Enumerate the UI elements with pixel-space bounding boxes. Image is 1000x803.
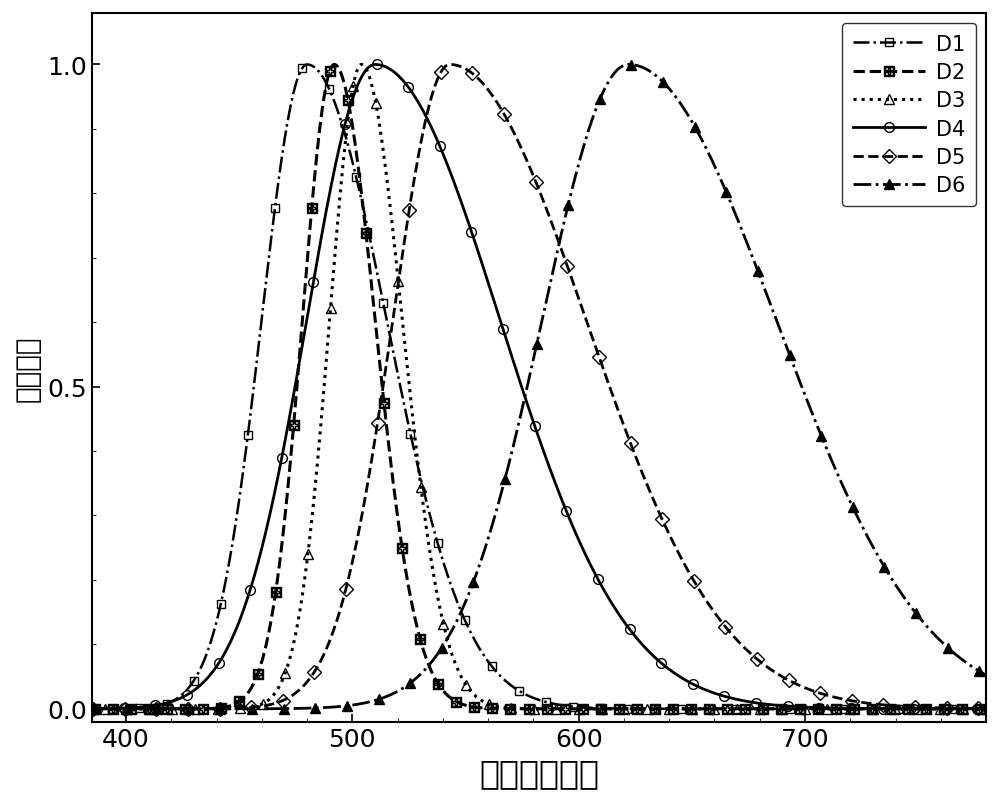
D2	[452, 698, 464, 707]
D3	[926, 704, 938, 714]
Line: D3: D3	[53, 60, 1000, 714]
D3	[504, 703, 516, 713]
Line: D5: D5	[53, 60, 1000, 714]
D6	[743, 244, 755, 254]
D3	[355, 60, 367, 70]
Line: D6: D6	[53, 60, 1000, 714]
D6	[926, 628, 938, 638]
D6	[52, 704, 64, 714]
X-axis label: 波长（纳米）: 波长（纳米）	[479, 756, 599, 789]
D3	[452, 665, 464, 675]
D3	[743, 704, 755, 714]
D5	[52, 704, 64, 714]
D3	[974, 704, 986, 714]
D2	[504, 704, 516, 714]
Line: D1: D1	[54, 61, 1000, 713]
D4	[369, 60, 381, 70]
Legend: D1, D2, D3, D4, D5, D6: D1, D2, D3, D4, D5, D6	[842, 24, 976, 206]
D5	[743, 647, 755, 657]
D4	[459, 210, 471, 219]
D1	[974, 704, 986, 714]
D1	[301, 60, 313, 70]
D6	[504, 456, 516, 466]
Line: D2: D2	[53, 60, 1000, 714]
D1	[504, 680, 516, 690]
D6	[451, 615, 463, 625]
D6	[974, 666, 986, 676]
D5	[504, 121, 516, 131]
D2	[743, 704, 755, 714]
D4	[52, 704, 64, 714]
D1	[52, 704, 64, 714]
Y-axis label: 发光强度: 发光强度	[14, 335, 42, 401]
D1	[743, 704, 755, 714]
D5	[974, 703, 986, 713]
D4	[926, 704, 938, 714]
D5	[926, 703, 938, 712]
D4	[974, 704, 986, 714]
D5	[459, 65, 471, 75]
D6	[459, 598, 471, 608]
D5	[452, 62, 464, 71]
D4	[452, 188, 464, 198]
D1	[926, 704, 938, 714]
D1	[452, 598, 464, 608]
D4	[504, 347, 516, 357]
D2	[926, 704, 938, 714]
D2	[52, 704, 64, 714]
Line: D4: D4	[53, 60, 1000, 714]
D3	[52, 704, 64, 714]
D1	[459, 617, 471, 626]
D5	[444, 60, 456, 70]
D2	[974, 704, 986, 714]
D2	[328, 60, 340, 70]
D3	[459, 679, 471, 689]
D6	[623, 60, 635, 70]
D2	[459, 700, 471, 710]
D4	[743, 697, 755, 707]
